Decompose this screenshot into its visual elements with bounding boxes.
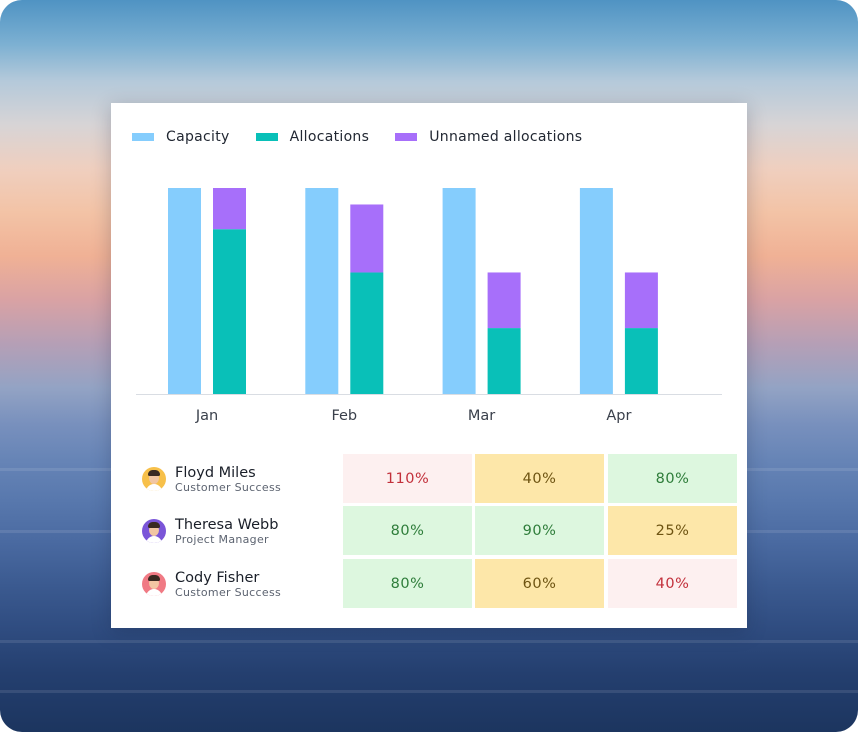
- allocation-cell[interactable]: 90%: [475, 506, 604, 555]
- bar-capacity-apr[interactable]: [579, 188, 613, 394]
- x-tick-label: Feb: [331, 408, 357, 424]
- chart-legend: Capacity Allocations Unnamed allocations: [132, 129, 608, 145]
- user-avatar-icon: [142, 519, 166, 543]
- person-name: Cody Fisher: [175, 569, 260, 586]
- stacked-bar-chart: Jan Feb Mar Apr: [136, 188, 722, 424]
- bar-unnamed-allocations-jan[interactable]: [213, 188, 246, 230]
- bar-allocations-feb[interactable]: [350, 272, 384, 394]
- legend-item-allocations: Allocations: [255, 129, 370, 145]
- legend-label: Unnamed allocations: [429, 129, 583, 145]
- legend-item-unnamed-allocations: Unnamed allocations: [395, 129, 582, 145]
- bar-capacity-feb[interactable]: [305, 188, 339, 394]
- legend-swatch: [132, 133, 154, 141]
- x-tick-label: Apr: [606, 408, 631, 424]
- background-streak: [0, 640, 858, 643]
- bar-allocations-jan[interactable]: [213, 229, 246, 394]
- person-name: Floyd Miles: [175, 464, 256, 481]
- legend-item-capacity: Capacity: [132, 129, 230, 145]
- x-tick-label: Jan: [195, 408, 218, 424]
- allocation-cell[interactable]: 40%: [608, 559, 737, 608]
- user-avatar-icon: [142, 467, 166, 491]
- allocation-card: Capacity Allocations Unnamed allocations…: [111, 103, 747, 628]
- legend-swatch: [395, 133, 418, 141]
- person-role: Customer Success: [175, 480, 282, 494]
- x-tick-label: Mar: [468, 408, 495, 424]
- bar-unnamed-allocations-mar[interactable]: [487, 272, 521, 329]
- bar-capacity-jan[interactable]: [168, 188, 201, 394]
- person-name: Theresa Webb: [175, 516, 279, 533]
- person-row[interactable]: Theresa Webb Project Manager: [142, 506, 342, 556]
- person-role: Customer Success: [175, 585, 282, 599]
- legend-label: Allocations: [289, 129, 370, 145]
- allocation-cell[interactable]: 80%: [343, 506, 472, 555]
- legend-label: Capacity: [166, 129, 230, 145]
- bar-allocations-mar[interactable]: [487, 328, 521, 394]
- bar-unnamed-allocations-feb[interactable]: [350, 204, 384, 273]
- allocation-cell[interactable]: 110%: [343, 454, 472, 503]
- person-row[interactable]: Cody Fisher Customer Success: [142, 559, 342, 609]
- user-avatar-icon: [142, 572, 166, 596]
- allocation-cell[interactable]: 25%: [608, 506, 737, 555]
- person-row[interactable]: Floyd Miles Customer Success: [142, 454, 342, 504]
- person-role: Project Manager: [175, 532, 269, 546]
- bar-capacity-mar[interactable]: [442, 188, 476, 394]
- allocation-cell[interactable]: 60%: [475, 559, 604, 608]
- background-streak: [0, 690, 858, 693]
- bar-allocations-apr[interactable]: [624, 328, 658, 394]
- allocation-cell[interactable]: 80%: [608, 454, 737, 503]
- bar-unnamed-allocations-apr[interactable]: [624, 272, 658, 329]
- allocation-cell[interactable]: 80%: [343, 559, 472, 608]
- allocation-cell[interactable]: 40%: [475, 454, 604, 503]
- legend-swatch: [255, 133, 278, 141]
